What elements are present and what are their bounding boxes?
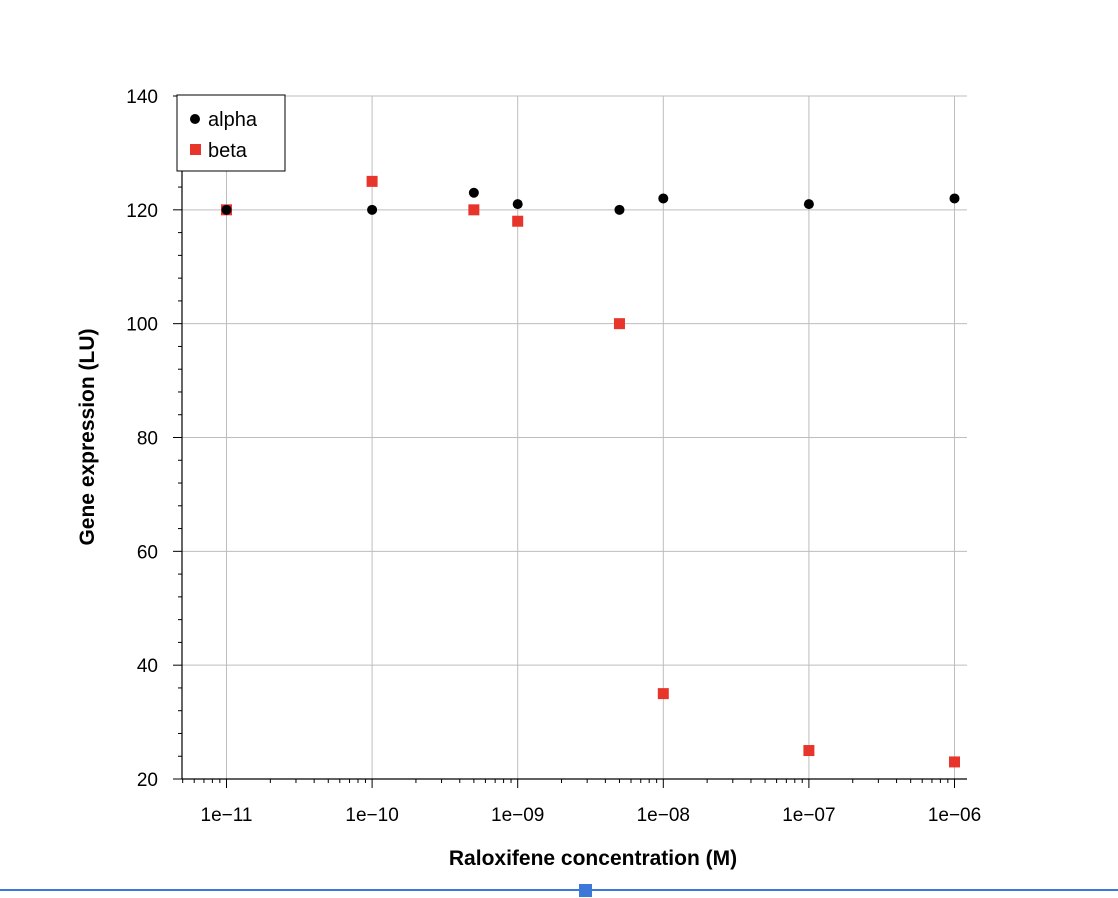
beta-point [803,745,815,757]
alpha-point [803,199,814,210]
alpha-point [367,204,378,215]
grid-lines [182,95,967,779]
beta-point [657,688,669,700]
y-tick-label: 120 [126,201,158,222]
resize-handle[interactable] [579,884,592,897]
legend-beta-label: beta [208,140,248,162]
legend-alpha-marker [190,114,200,124]
legend-box [176,94,286,172]
x-tick-label: 1e−11 [201,805,253,826]
beta-point [468,204,480,216]
y-tick-label: 20 [137,770,158,791]
y-tick-label: 100 [126,315,158,336]
x-axis-label: Raloxifene concentration (M) [449,847,737,870]
beta-point [613,318,625,330]
x-tick-label: 1e−06 [928,805,981,826]
x-tick-label: 1e−07 [782,805,835,826]
x-axis-ticks: 1e−11 1e−10 1e−09 1e−08 1e−07 1e−06 [182,779,981,826]
alpha-point [221,204,232,215]
y-axis-label: Gene expression (LU) [76,328,99,545]
beta-point [949,756,960,768]
legend-beta-marker [190,144,201,155]
beta-point [366,175,378,187]
alpha-point [614,204,625,215]
data-points [221,175,960,768]
beta-point [512,215,524,227]
alpha-point [512,199,523,210]
y-tick-label: 80 [137,429,158,450]
y-axis-ticks: 20 40 60 80 100 120 140 [126,87,182,791]
y-tick-label: 40 [137,656,158,677]
y-tick-label: 60 [137,542,158,563]
alpha-point [949,193,960,204]
legend-alpha-label: alpha [208,109,258,131]
divider-line [0,889,1118,891]
x-tick-label: 1e−08 [637,805,690,826]
y-tick-label: 140 [126,87,158,108]
legend: alpha beta [176,94,286,172]
alpha-point [468,187,479,198]
x-tick-label: 1e−10 [345,805,398,826]
alpha-point [658,193,669,204]
x-tick-label: 1e−09 [491,805,544,826]
